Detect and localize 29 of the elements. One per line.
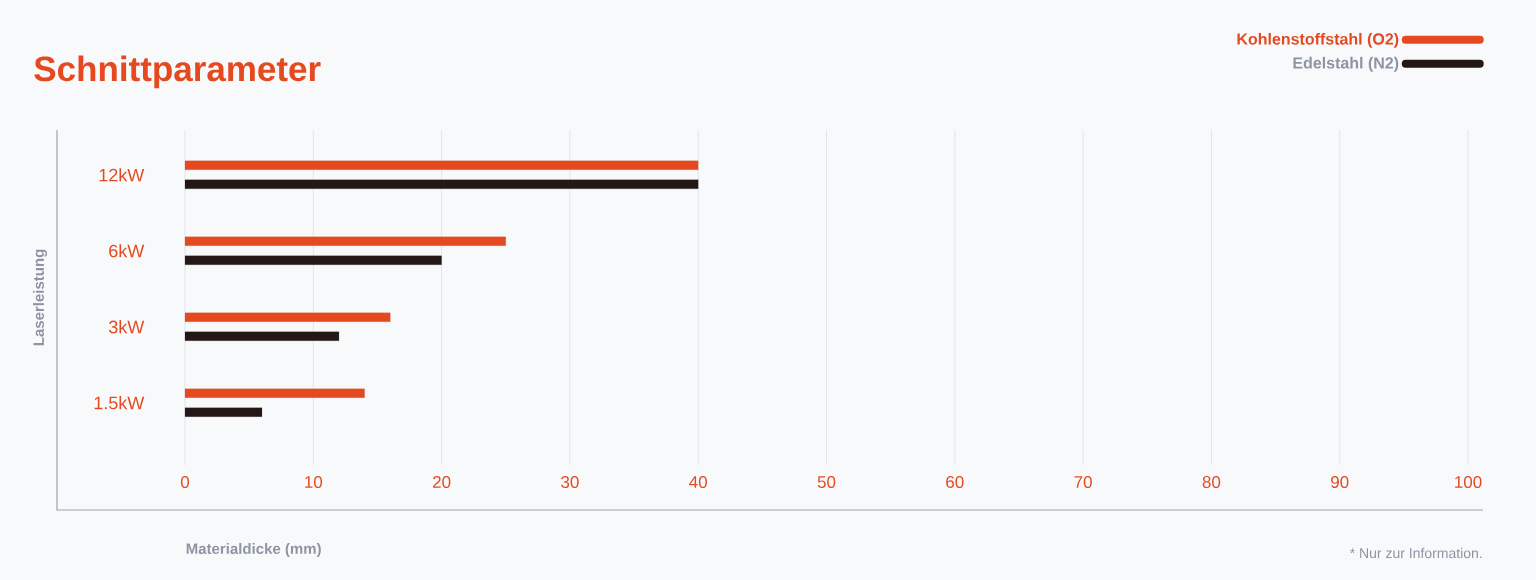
y-tick-label: 3kW bbox=[108, 320, 145, 334]
bar bbox=[184, 407, 263, 417]
bar bbox=[184, 160, 699, 170]
bar bbox=[184, 388, 365, 398]
x-tick-label: 90 bbox=[1331, 475, 1349, 489]
y-tick-label: 12kW bbox=[99, 168, 145, 182]
y-tick-label: 1.5kW bbox=[94, 396, 145, 410]
x-tick-label: 100 bbox=[1455, 475, 1482, 489]
bar bbox=[184, 255, 442, 265]
y-axis-title: Laserleistung bbox=[32, 249, 48, 346]
legend-label: Edelstahl (N2) bbox=[1293, 56, 1399, 72]
y-tick-label: 6kW bbox=[109, 244, 145, 258]
x-tick-label: 50 bbox=[817, 475, 836, 489]
bar bbox=[184, 312, 391, 322]
bar bbox=[184, 236, 506, 246]
x-tick-label: 10 bbox=[305, 475, 323, 489]
bar bbox=[184, 179, 699, 189]
x-tick-label: 30 bbox=[561, 475, 579, 489]
x-tick-label: 20 bbox=[433, 475, 451, 489]
x-tick-label: 0 bbox=[180, 475, 190, 489]
x-tick-label: 60 bbox=[946, 475, 964, 489]
x-tick-label: 70 bbox=[1074, 475, 1092, 489]
x-tick-label: 40 bbox=[689, 475, 707, 489]
x-tick-label: 80 bbox=[1202, 475, 1221, 489]
text: * Nur zur Information. bbox=[1349, 547, 1482, 559]
bar bbox=[184, 331, 340, 341]
legend-label: Kohlenstoffstahl (O2) bbox=[1237, 32, 1399, 48]
chart-title: Schnittparameter bbox=[34, 55, 321, 89]
x-axis-title: Materialdicke (mm) bbox=[186, 542, 321, 557]
